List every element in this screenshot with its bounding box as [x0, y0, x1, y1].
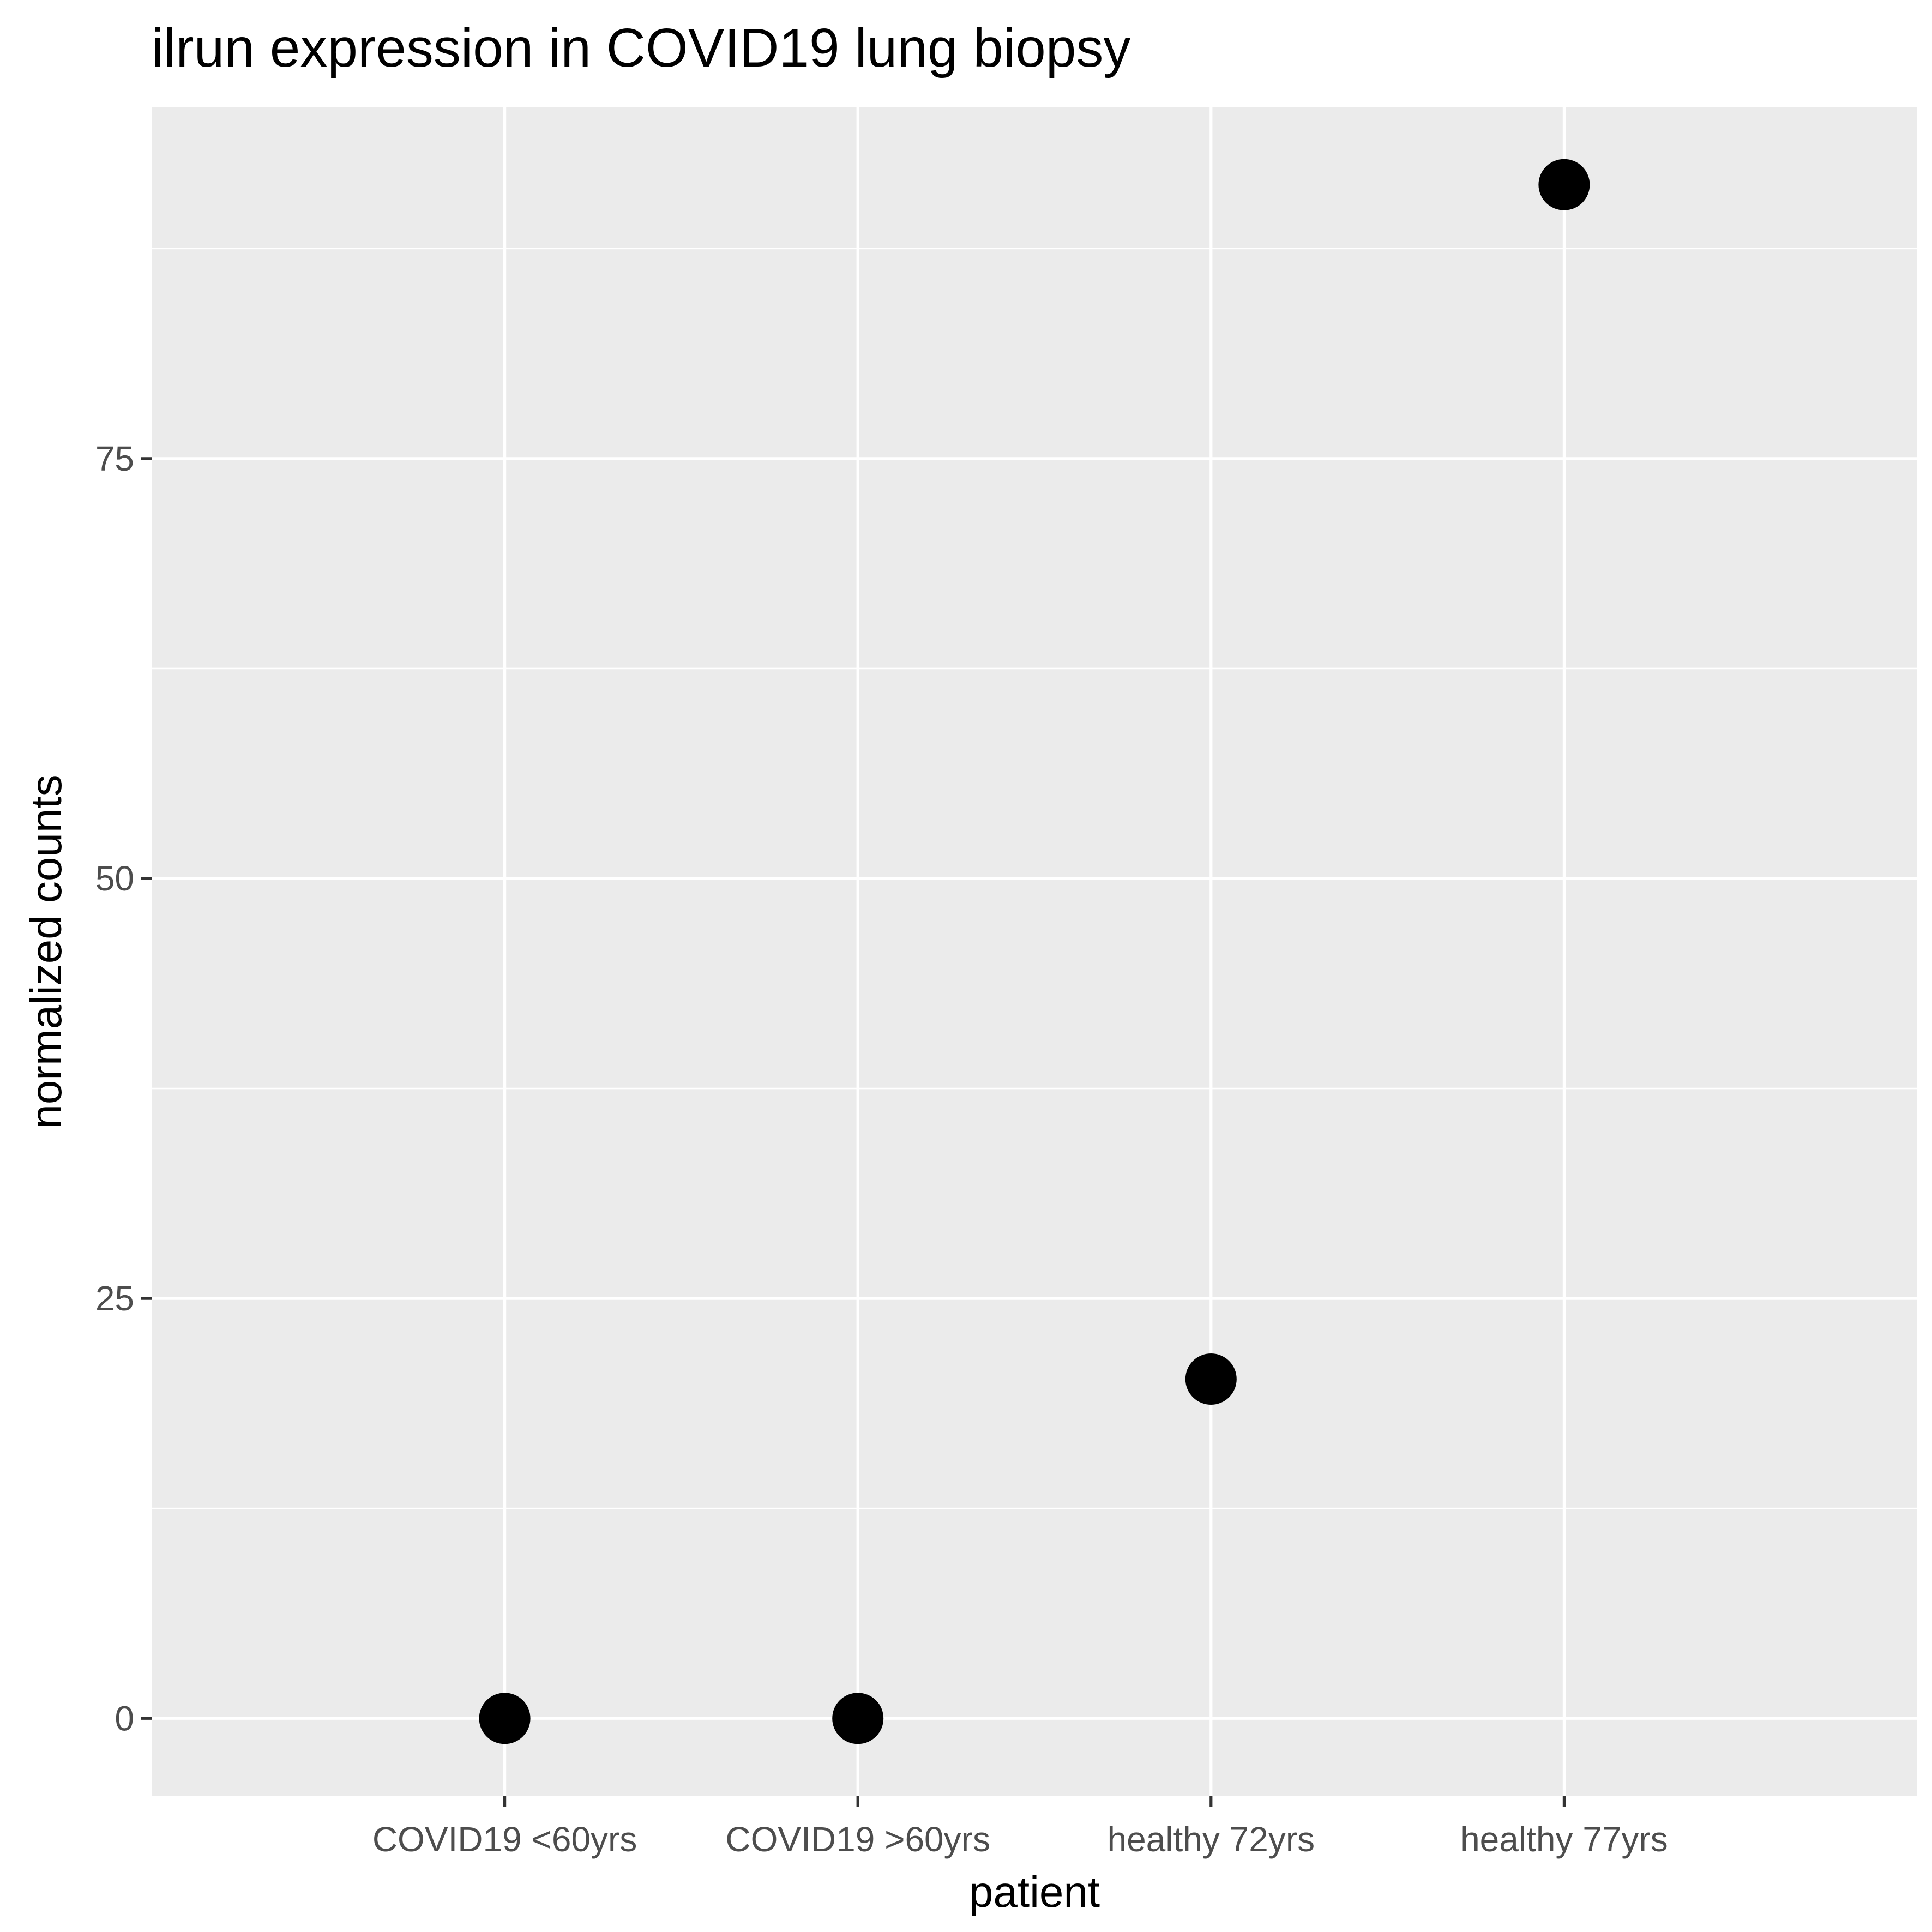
y-tick-label: 50: [95, 859, 134, 898]
x-tick-label: healthy 72yrs: [1107, 1820, 1315, 1859]
data-point: [1538, 159, 1590, 210]
major-gridlines: [152, 107, 1917, 1796]
y-axis: 0 25 50 75: [95, 439, 152, 1738]
chart-title: ilrun expression in COVID19 lung biopsy: [152, 17, 1130, 79]
x-axis: COVID19 <60yrs COVID19 >60yrs healthy 72yr…: [372, 1796, 1668, 1859]
plot-panel: [152, 107, 1917, 1796]
data-point: [479, 1693, 531, 1744]
minor-gridlines: [152, 248, 1917, 1509]
data-point: [1185, 1353, 1237, 1405]
y-tick-label: 25: [95, 1279, 134, 1318]
x-tick-label: COVID19 >60yrs: [725, 1820, 990, 1859]
data-point: [832, 1693, 884, 1744]
y-axis-title: normalized counts: [22, 774, 70, 1128]
x-tick-label: COVID19 <60yrs: [372, 1820, 637, 1859]
x-axis-title: patient: [969, 1868, 1100, 1916]
y-tick-label: 0: [115, 1699, 134, 1738]
x-tick-label: healthy 77yrs: [1460, 1820, 1668, 1859]
data-points: [479, 159, 1590, 1744]
y-tick-label: 75: [95, 439, 134, 478]
